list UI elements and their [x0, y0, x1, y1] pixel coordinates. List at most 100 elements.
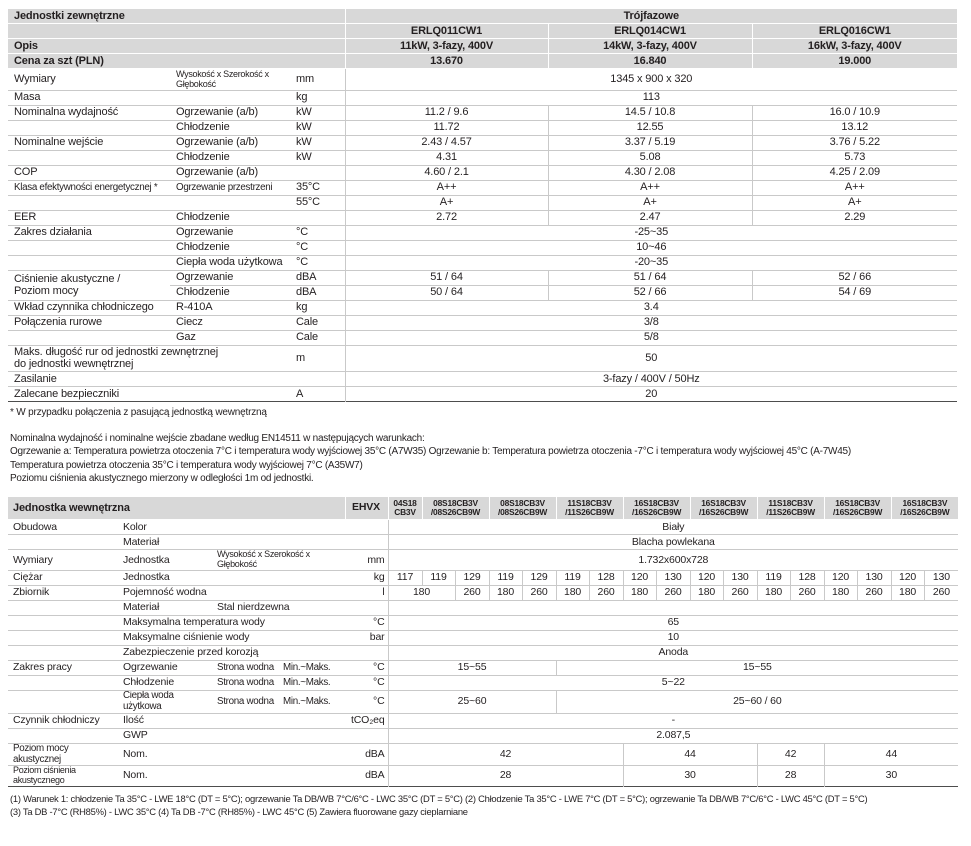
table-row: Wymiary Wysokość x Szerokość x Głębokość m…	[8, 68, 958, 91]
cell	[8, 534, 118, 550]
cell: 3.76 / 5.22	[751, 134, 958, 151]
cell: Czynnik chłodniczy	[8, 712, 118, 729]
cell: Chłodzenie	[170, 209, 290, 226]
cell: 10~46	[344, 239, 958, 256]
cell: 13.12	[751, 119, 958, 136]
cell	[8, 239, 170, 256]
table-row: Zalecane bezpieczniki A 20	[8, 385, 958, 402]
table-row: GWP 2.087,5	[8, 727, 959, 744]
table-row: Jednostki zewnętrzne Trójfazowe	[8, 8, 958, 24]
cell: A++	[344, 179, 549, 196]
model-name: 08S18CB3V /08S26CB9W	[488, 495, 557, 521]
cell: m	[290, 344, 346, 372]
cell: Nominalne wejście	[8, 134, 170, 151]
cell: 180	[622, 585, 657, 601]
cell: EER	[8, 209, 170, 226]
cell: 117	[387, 570, 423, 586]
cell: 260	[588, 585, 624, 601]
cell: 130	[655, 570, 691, 586]
cell	[8, 194, 170, 211]
cell: 4.25 / 2.09	[751, 164, 958, 181]
cell: Cale	[290, 329, 346, 346]
cell: Chłodzenie	[170, 119, 290, 136]
cell: 5~22	[387, 675, 959, 691]
cell: Blacha powlekana	[387, 534, 959, 550]
price: 19.000	[751, 53, 958, 69]
table-row: COP Ogrzewanie (a/b) 4.60 / 2.1 4.30 / 2.08…	[8, 164, 958, 181]
cell: 35°C	[290, 179, 346, 196]
cell: 120	[890, 570, 925, 586]
table-row: Wymiary Jednostka Wysokość x Szerokość x G…	[8, 549, 959, 571]
cell: Cena za szt (PLN)	[8, 53, 346, 69]
cell: Strona wodna	[212, 660, 278, 676]
condition-line: Nominalna wydajność i nominalne wejście …	[10, 432, 425, 444]
cell: Zakres działania	[8, 224, 170, 241]
cell: 30	[823, 765, 959, 787]
cell: 129	[454, 570, 490, 586]
model-name: ERLQ011CW1	[344, 23, 549, 39]
cell: kW	[290, 119, 346, 136]
cell	[387, 600, 959, 616]
cell: Kolor	[118, 519, 389, 535]
cell: Wymiary	[8, 68, 170, 91]
table-row: Opis 11kW, 3-fazy, 400V 14kW, 3-fazy, 400V…	[8, 38, 958, 54]
cell: A+	[344, 194, 549, 211]
cell: 3-fazy / 400V / 50Hz	[344, 370, 958, 387]
cell: 25~60 / 60	[555, 690, 959, 714]
condition-line: Poziomu ciśnienia akustycznego mierzony …	[10, 473, 314, 485]
cell	[8, 690, 118, 714]
cell: Stal nierdzewna	[212, 600, 389, 616]
cell: -25~35	[344, 224, 958, 241]
cell: 113	[344, 89, 958, 106]
cell: GWP	[118, 727, 389, 744]
cell: °C	[345, 675, 389, 691]
cell: 14.5 / 10.8	[547, 104, 753, 121]
series-name: EHVX	[344, 495, 389, 521]
cell: 50 / 64	[344, 284, 549, 301]
cell: kg	[345, 570, 389, 586]
cell: 30	[622, 765, 758, 787]
cell: 15~55	[555, 660, 959, 676]
cell: Ciecz	[170, 314, 290, 331]
cell: dBA	[290, 284, 346, 301]
cell: A+	[751, 194, 958, 211]
cell	[8, 149, 170, 166]
cell	[170, 194, 290, 211]
cell: 119	[421, 570, 456, 586]
model-name: 16S18CB3V /16S26CB9W	[689, 495, 758, 521]
cell: 180	[387, 585, 456, 601]
cell: Chłodzenie	[118, 675, 212, 691]
table-row: Wkład czynnika chłodniczego R-410A kg 3.4	[8, 299, 958, 316]
model-name: 11S18CB3V /11S26CB9W	[555, 495, 624, 521]
table-row: Materiał Stal nierdzewna	[8, 600, 959, 616]
cell: 2.72	[344, 209, 549, 226]
table-row: 55°C A+ A+ A+	[8, 194, 958, 211]
table-row: Poziom mocy akustycznej Nom. dBA 42 44 42 44	[8, 742, 959, 766]
cell	[8, 329, 170, 346]
cell: 14kW, 3-fazy, 400V	[547, 38, 753, 54]
model-name: 16S18CB3V /16S26CB9W	[890, 495, 959, 521]
cell: Materiał	[118, 534, 389, 550]
cell: Wymiary	[8, 549, 118, 571]
cell: 52 / 66	[751, 269, 958, 286]
cell: °C	[290, 224, 346, 241]
cell: Nom.	[118, 765, 346, 787]
cell: kW	[290, 104, 346, 121]
cell: 1345 x 900 x 320	[344, 68, 958, 91]
cell: 28	[756, 765, 825, 787]
cell: Poziom mocy akustycznej	[8, 742, 118, 766]
cell: 119	[756, 570, 791, 586]
test-conditions: Nominalna wydajność i nominalne wejście …	[10, 432, 964, 486]
cell: Ogrzewanie (a/b)	[170, 134, 290, 151]
cell: Ciężar	[8, 570, 118, 586]
model-name: ERLQ016CW1	[751, 23, 958, 39]
cell	[8, 727, 118, 744]
outdoor-units-table: Jednostki zewnętrzne Trójfazowe ERLQ011CW1…	[8, 8, 958, 402]
cell: 54 / 69	[751, 284, 958, 301]
table-row: Gaz Cale 5/8	[8, 329, 958, 346]
table-row: Masa kg 113	[8, 89, 958, 106]
cell: Zakres pracy	[8, 660, 118, 676]
cell: Ogrzewanie	[118, 660, 212, 676]
table-row: ERLQ011CW1 ERLQ014CW1 ERLQ016CW1	[8, 23, 958, 39]
cell: Połączenia rurowe	[8, 314, 170, 331]
